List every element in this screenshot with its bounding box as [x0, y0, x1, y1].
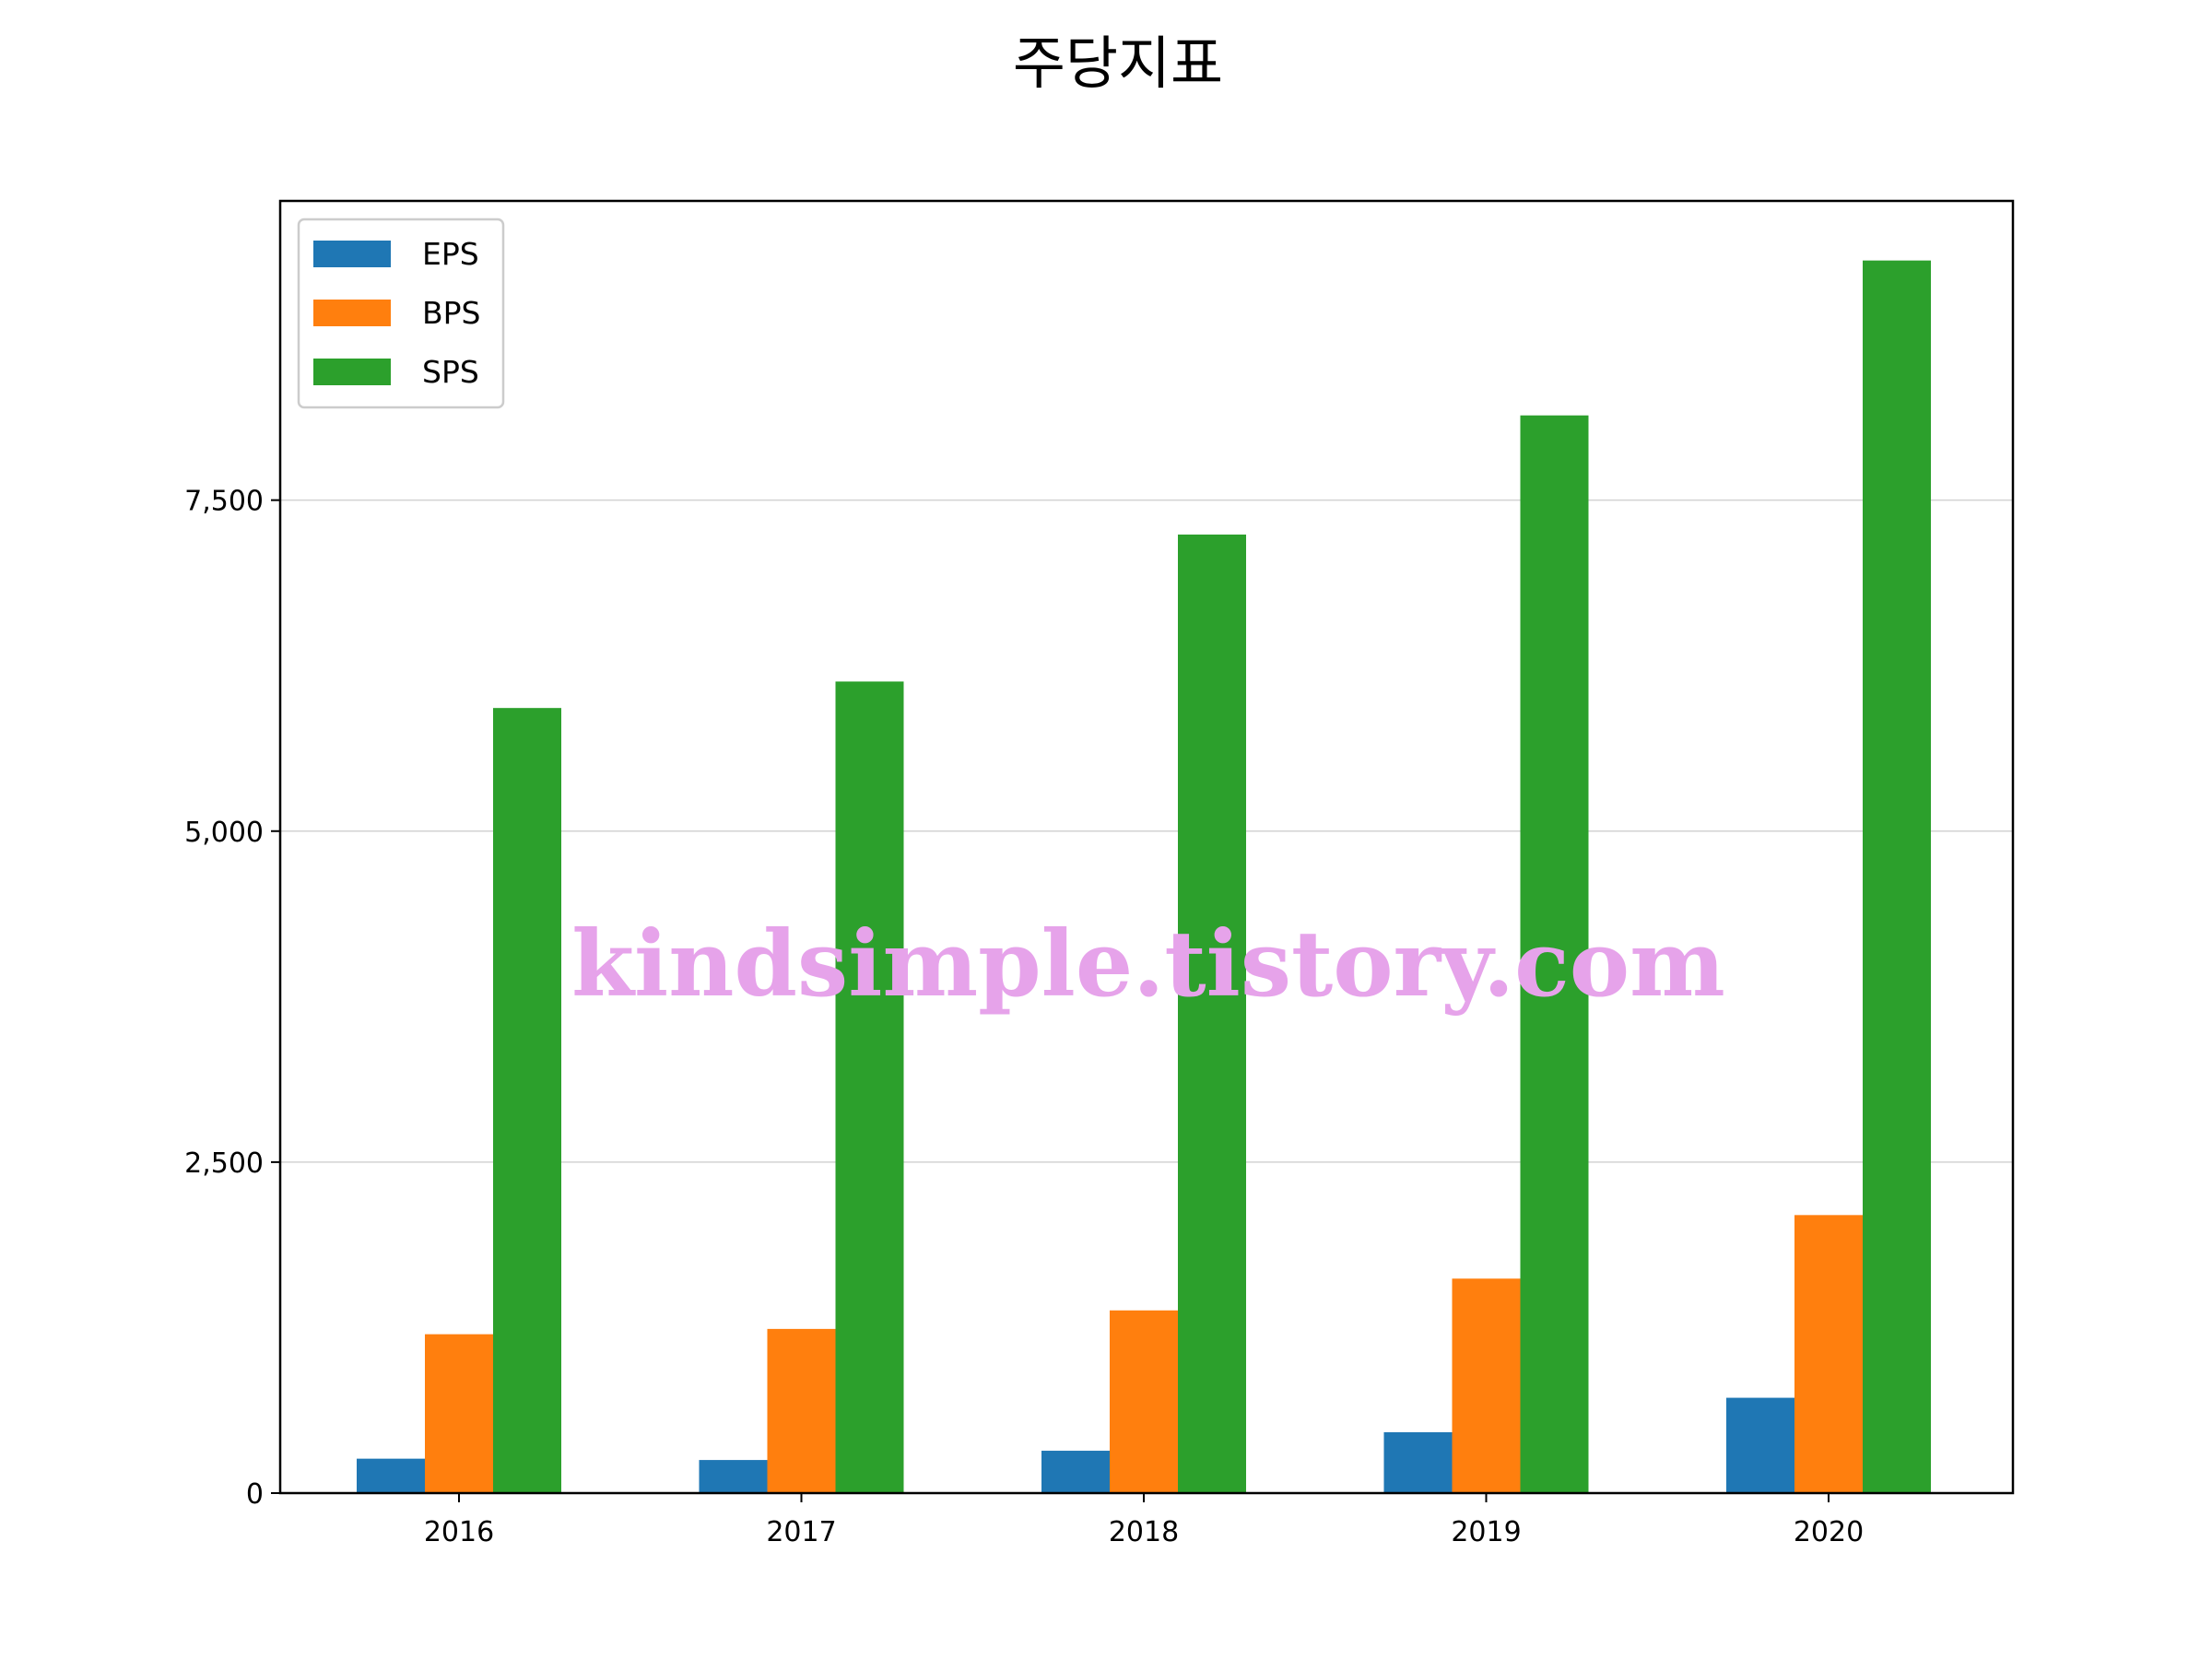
legend-swatch-sps: [313, 359, 391, 385]
y-tick-label: 5,000: [184, 817, 264, 849]
bar-sps-2017: [835, 681, 904, 1493]
bar-bps-2018: [1110, 1310, 1178, 1493]
legend-label-eps: EPS: [422, 236, 479, 272]
y-tick-label: 2,500: [184, 1147, 264, 1180]
x-tick-label: 2016: [424, 1516, 494, 1548]
legend-swatch-eps: [313, 241, 391, 267]
x-tick-label: 2018: [1109, 1516, 1179, 1548]
legend: EPS BPS SPS: [297, 218, 505, 409]
x-tick-label: 2019: [1451, 1516, 1521, 1548]
plot-area-frame: [278, 199, 2015, 1495]
x-axis: 2016 2017 2018 2019 2020: [424, 1493, 1864, 1548]
bar-bps-2020: [1794, 1215, 1863, 1493]
legend-label-sps: SPS: [422, 354, 479, 390]
watermark: kindsimple.tistory.com: [571, 912, 1725, 1018]
legend-label-bps: BPS: [422, 295, 481, 331]
bar-sps-2019: [1520, 415, 1589, 1494]
bar-eps-2018: [1041, 1451, 1110, 1493]
chart-title: 주당지표: [1013, 29, 1223, 97]
bar-bps-2016: [425, 1334, 493, 1493]
bar-sps-2020: [1863, 260, 1931, 1494]
y-tick-label: 0: [246, 1478, 264, 1511]
y-axis: 0 2,500 5,000 7,500: [184, 486, 280, 1511]
bar-bps-2017: [767, 1328, 836, 1493]
bar-series-group: [357, 260, 1931, 1494]
bar-eps-2016: [357, 1458, 425, 1493]
bar-eps-2020: [1726, 1397, 1794, 1493]
bar-eps-2017: [699, 1460, 768, 1493]
bar-sps-2016: [493, 708, 561, 1493]
legend-swatch-bps: [313, 300, 391, 326]
y-gridlines: [280, 499, 2013, 1163]
bar-bps-2019: [1452, 1278, 1521, 1493]
x-tick-label: 2020: [1794, 1516, 1864, 1548]
bar-sps-2018: [1178, 534, 1246, 1493]
y-tick-label: 7,500: [184, 486, 264, 518]
x-tick-label: 2017: [766, 1516, 836, 1548]
bar-eps-2019: [1383, 1431, 1453, 1493]
